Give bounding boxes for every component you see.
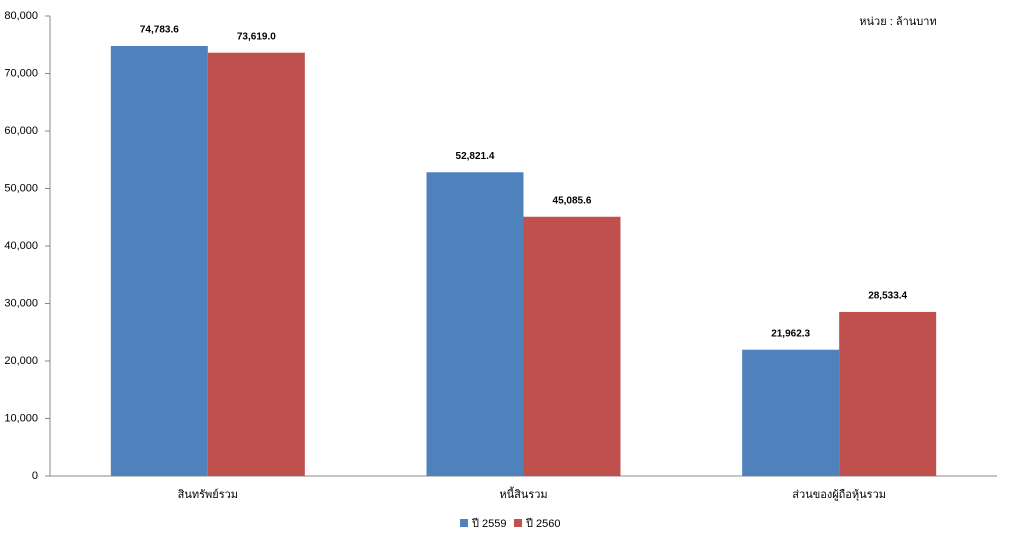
y-tick-label: 10,000 [4,412,38,424]
value-label: 52,821.4 [456,151,495,162]
x-tick-label: หนี้สินรวม [499,486,547,501]
value-label: 28,533.4 [868,291,907,302]
y-tick-label: 20,000 [4,355,38,367]
y-tick-label: 0 [32,470,38,482]
bar [742,349,840,476]
y-tick-label: 70,000 [4,67,38,79]
bar [207,52,305,477]
y-tick-label: 50,000 [4,182,38,194]
x-tick-label: สินทรัพย์รวม [177,488,238,501]
value-label: 45,085.6 [553,195,592,206]
bar [839,311,937,476]
y-tick-label: 60,000 [4,125,38,137]
legend-swatch [514,519,522,527]
x-tick-label: ส่วนของผู้ถือหุ้นรวม [792,488,886,501]
y-tick-label: 40,000 [4,240,38,252]
bar [110,45,208,477]
bar [523,216,621,476]
legend-swatch [460,519,468,527]
value-label: 73,619.0 [237,31,276,42]
unit-annotation: หน่วย : ล้านบาท [859,16,936,28]
legend-label: ปี 2559 [471,517,507,530]
y-tick-label: 30,000 [4,297,38,309]
legend-label: ปี 2560 [525,517,561,530]
bar [426,172,524,476]
value-label: 74,783.6 [140,25,179,36]
y-tick-label: 80,000 [4,10,38,22]
value-label: 21,962.3 [771,328,810,339]
